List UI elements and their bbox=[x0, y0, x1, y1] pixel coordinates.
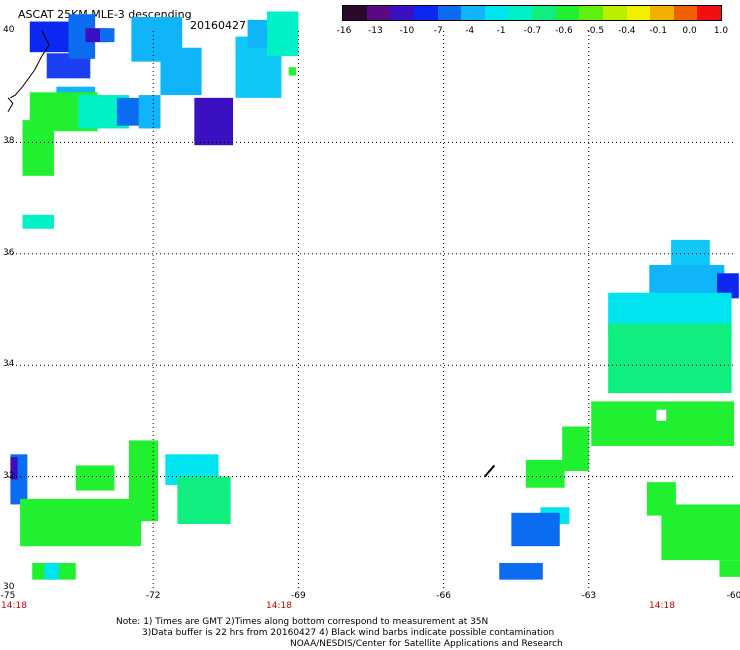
map-plot bbox=[7, 11, 740, 591]
longitude-label: -60 bbox=[726, 591, 740, 601]
time-label-2: 14:18 bbox=[266, 601, 292, 611]
colorbar-tick-label: -0.5 bbox=[586, 26, 605, 36]
wind-cell bbox=[22, 120, 54, 176]
colorbar-tick-label: -0.4 bbox=[617, 26, 636, 36]
colorbar-segment bbox=[579, 6, 603, 20]
colorbar-tick-label: -4 bbox=[465, 26, 475, 36]
colorbar-segment bbox=[461, 6, 485, 20]
wind-cell bbox=[288, 67, 296, 76]
colorbar-tick-label: -7 bbox=[433, 26, 443, 36]
latitude-label: 40 bbox=[3, 25, 15, 35]
latitude-label: 32 bbox=[3, 470, 15, 481]
wind-cell bbox=[562, 426, 589, 472]
wind-cell bbox=[177, 476, 231, 524]
wind-cell bbox=[511, 512, 560, 547]
wind-cell bbox=[160, 47, 202, 96]
colorbar-segment bbox=[532, 6, 556, 20]
colorbar-segment bbox=[413, 6, 438, 20]
wind-cell bbox=[717, 273, 739, 299]
colorbar-segment bbox=[602, 6, 627, 20]
colorbar-tick-label: -16 bbox=[336, 26, 352, 36]
wind-cell bbox=[525, 459, 565, 488]
wind-cell bbox=[99, 28, 115, 43]
colorbar-segment bbox=[484, 6, 509, 20]
wind-cell bbox=[129, 440, 159, 522]
colorbar-segment bbox=[366, 6, 391, 20]
data-gap bbox=[709, 445, 720, 458]
colorbar-segment bbox=[437, 6, 462, 20]
wind-cell bbox=[591, 401, 734, 446]
colorbar-segment bbox=[673, 6, 698, 20]
wind-cell bbox=[10, 457, 18, 480]
wind-cell bbox=[661, 504, 740, 561]
colorbar-tick-label: -10 bbox=[399, 26, 415, 36]
colorbar-segment bbox=[697, 6, 721, 20]
wind-cell bbox=[266, 11, 299, 57]
colorbar-tick-label: 1.0 bbox=[713, 26, 729, 36]
colorbar-tick-label: -1 bbox=[496, 26, 506, 36]
wind-cell bbox=[44, 562, 59, 580]
data-gap bbox=[678, 562, 696, 591]
note-line-3: NOAA/NESDIS/Center for Satellite Applica… bbox=[290, 639, 563, 649]
wind-cell bbox=[29, 21, 76, 53]
wind-cell bbox=[608, 323, 732, 394]
latitude-label: 34 bbox=[3, 359, 15, 370]
wind-cell bbox=[22, 214, 54, 229]
coastline bbox=[10, 30, 50, 99]
note-line-2: 3)Data buffer is 22 hrs from 20160427 4)… bbox=[142, 628, 555, 638]
coastline bbox=[7, 97, 14, 113]
colorbar-tick-label: -0.6 bbox=[555, 26, 573, 36]
wind-cell bbox=[138, 95, 161, 129]
note-line-1: Note: 1) Times are GMT 2)Times along bot… bbox=[116, 617, 489, 627]
longitude-label: -66 bbox=[436, 591, 451, 601]
data-gap bbox=[656, 409, 667, 421]
wind-cell bbox=[20, 498, 142, 547]
latitude-label: 30 bbox=[3, 582, 15, 592]
wind-cell bbox=[75, 465, 115, 491]
colorbar-tick-label: -13 bbox=[368, 26, 383, 36]
latitude-label: 36 bbox=[3, 247, 15, 258]
longitude-label: -72 bbox=[145, 591, 161, 601]
longitude-label: -69 bbox=[291, 591, 306, 601]
wind-cell bbox=[194, 97, 234, 146]
time-label-3: 14:18 bbox=[649, 601, 675, 611]
colorbar-tick-label: 0.0 bbox=[682, 26, 697, 36]
wind-barb bbox=[483, 464, 496, 478]
longitude-label: -75 bbox=[0, 591, 16, 601]
latitude-label: 38 bbox=[3, 136, 15, 147]
colorbar-segment bbox=[508, 6, 532, 20]
longitude-label: -63 bbox=[581, 591, 597, 601]
colorbar-tick-label: -0.7 bbox=[523, 26, 542, 36]
colorbar-segment bbox=[626, 6, 651, 20]
map-date: 20160427 bbox=[190, 19, 246, 32]
colorbar-segment bbox=[555, 6, 580, 20]
colorbar bbox=[342, 5, 722, 21]
time-label-1: 14:18 bbox=[1, 601, 27, 611]
colorbar-segment bbox=[343, 6, 367, 20]
wind-cell bbox=[719, 560, 740, 577]
colorbar-segment bbox=[390, 6, 414, 20]
colorbar-segment bbox=[650, 6, 674, 20]
wind-cell bbox=[499, 562, 543, 580]
colorbar-tick-label: -0.1 bbox=[649, 26, 667, 36]
